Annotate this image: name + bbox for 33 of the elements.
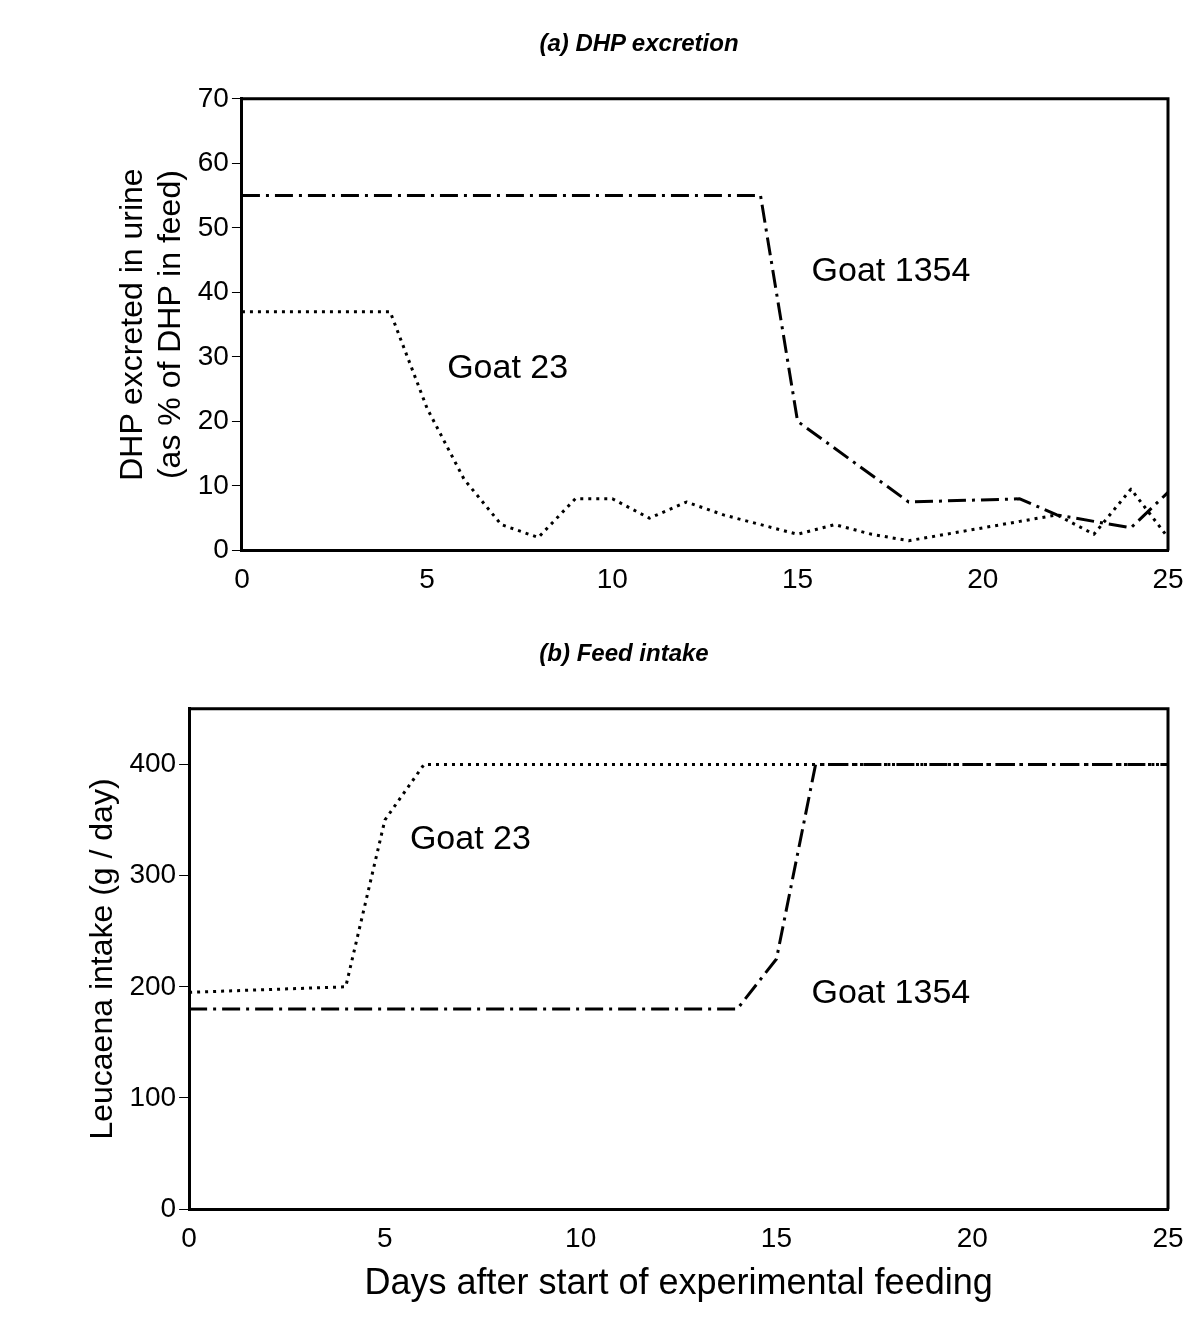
x-tick-label: 15 [782,562,814,594]
y-tick-label: 300 [129,858,177,890]
x-tick-label: 15 [760,1221,793,1253]
y-tick-label: 60 [197,146,229,178]
y-tick-label: 0 [160,1191,177,1223]
y-tick-label: 200 [129,969,177,1001]
x-tick-label: 25 [1152,562,1184,594]
chart-title: (a) DHP excretion [539,29,739,57]
y-tick-label: 0 [213,533,229,565]
series-label: Goat 1354 [811,249,971,288]
series-label: Goat 23 [447,346,569,385]
y-tick-label: 30 [197,339,229,371]
y-tick-label: 50 [197,210,229,242]
y-axis-title: DHP excreted in urine (as % of DHP in feed) [113,168,188,481]
y-tick-label: 10 [197,468,229,500]
y-tick-label: 70 [197,81,229,113]
x-tick-label: 0 [234,562,250,594]
series-label: Goat 1354 [811,972,971,1011]
series-label: Goat 23 [409,818,531,857]
x-axis-title: Days after start of experimental feeding [364,1261,993,1303]
y-tick-label: 100 [129,1080,177,1112]
x-tick-label: 5 [419,562,435,594]
y-tick-label: 400 [129,747,177,779]
y-tick-label: 40 [197,275,229,307]
x-tick-label: 20 [967,562,999,594]
x-tick-label: 10 [565,1221,597,1253]
chart-title: (b) Feed intake [539,639,709,667]
x-tick-label: 5 [377,1221,393,1253]
x-tick-label: 20 [956,1221,988,1253]
y-tick-label: 20 [197,404,229,436]
y-axis-title: Leucaena intake (g / day) [83,778,120,1140]
x-tick-label: 10 [596,562,628,594]
x-tick-label: 25 [1152,1221,1184,1253]
